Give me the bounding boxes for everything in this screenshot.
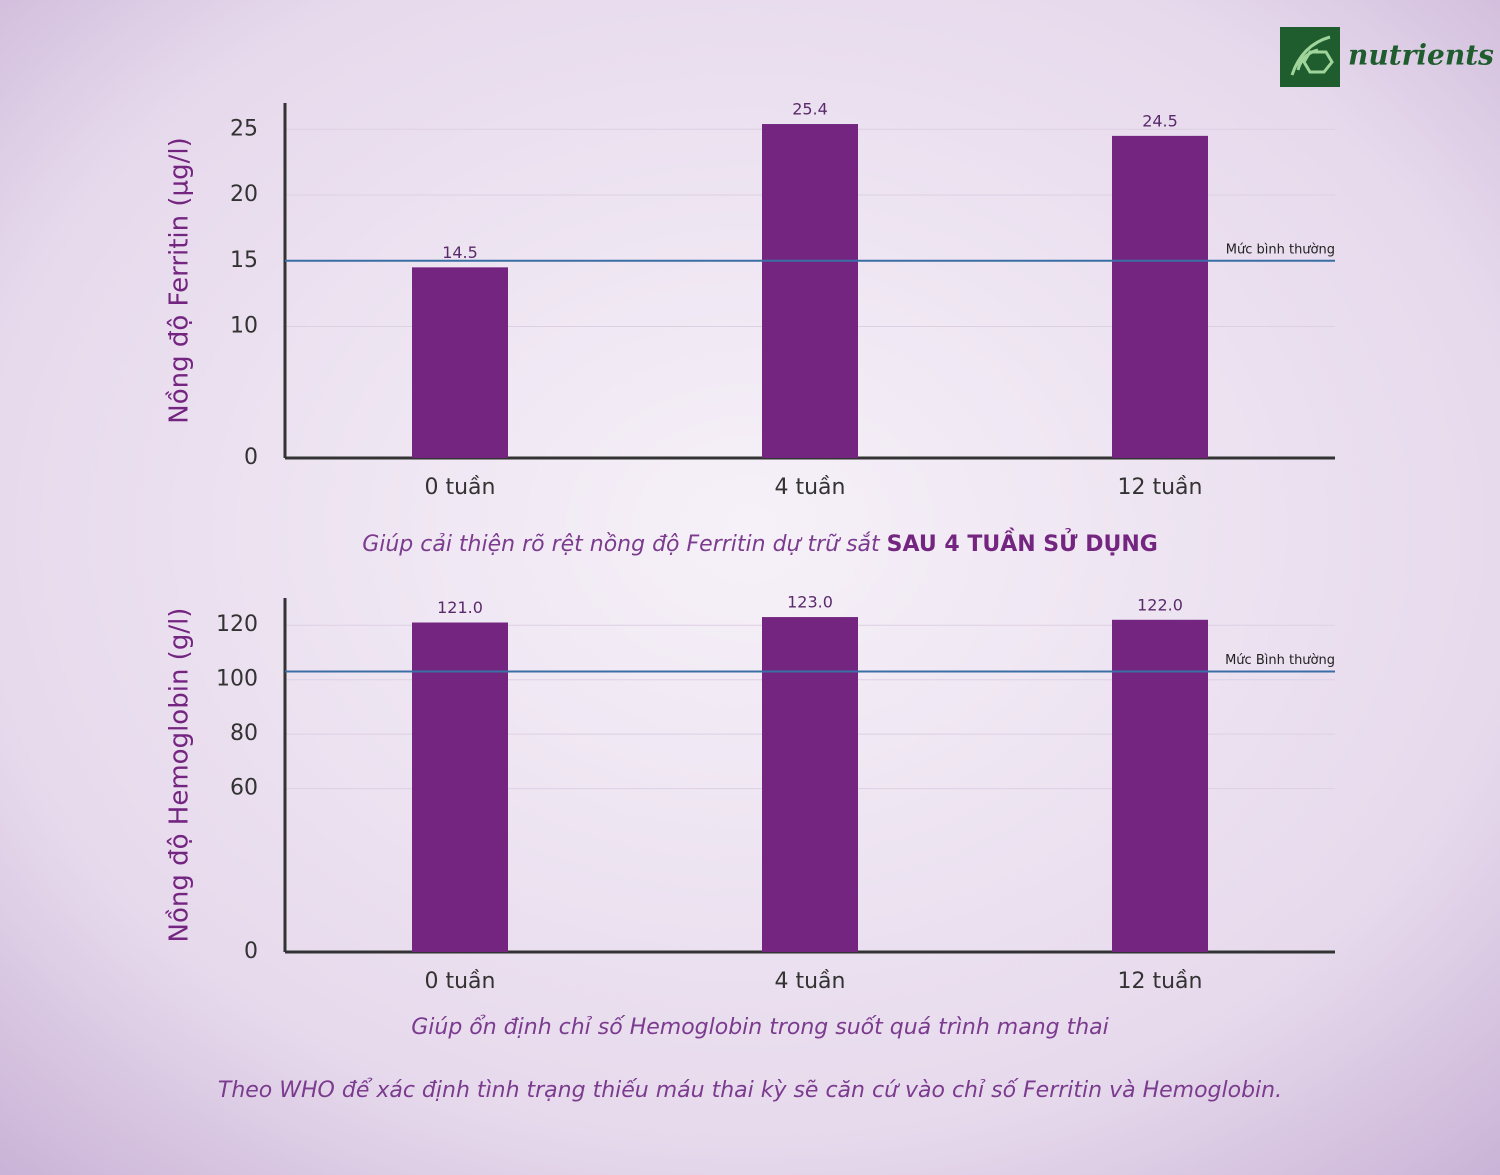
footer-note: Theo WHO để xác định tình trạng thiếu má… — [218, 1078, 1282, 1103]
chart: 0 10 15 20 25 Nồng độ Ferritin (µg/l) 0 tuần 14… — [165, 100, 1335, 557]
caption-text: Giúp ổn định chỉ số Hemoglobin trong suố… — [411, 1015, 1109, 1040]
y-tick-label: 0 — [244, 445, 258, 470]
y-tick-label: 0 — [244, 939, 258, 964]
caption-text: Giúp cải thiện rõ rệt nồng độ Ferritin d… — [362, 532, 886, 557]
logo-glyph — [1290, 35, 1334, 76]
logo-icon — [1280, 27, 1340, 87]
logo: nutrients — [1280, 27, 1494, 87]
logo-text: nutrients — [1348, 39, 1494, 72]
bar — [412, 622, 508, 952]
y-tick-label: 60 — [230, 776, 258, 801]
value-label: 14.5 — [442, 243, 478, 262]
x-tick-label: 12 tuần — [1118, 969, 1203, 994]
x-tick-label: 0 tuần — [425, 475, 496, 500]
bar — [1112, 619, 1208, 952]
y-tick-label: 20 — [230, 182, 258, 207]
x-tick-label: 12 tuần — [1118, 475, 1203, 500]
x-tick-label: 0 tuần — [425, 969, 496, 994]
caption: Giúp cải thiện rõ rệt nồng độ Ferritin d… — [362, 528, 1158, 557]
value-label: 25.4 — [792, 100, 828, 119]
x-tick-label: 4 tuần — [775, 969, 846, 994]
y-axis-label: Nồng độ Ferritin (µg/l) — [165, 137, 195, 423]
bar — [412, 267, 508, 458]
x-tick-label: 4 tuần — [775, 475, 846, 500]
y-tick-label: 10 — [230, 314, 258, 339]
y-tick-label: 25 — [230, 116, 258, 141]
reference-label: Mức bình thường — [1226, 242, 1335, 257]
y-tick-label: 15 — [230, 248, 258, 273]
caption-emphasis: SAU 4 TUẦN SỬ DỤNG — [887, 528, 1158, 557]
y-tick-label: 80 — [230, 721, 258, 746]
y-axis-label: Nồng độ Hemoglobin (g/l) — [165, 608, 195, 943]
bar — [1112, 135, 1208, 459]
value-label: 24.5 — [1142, 111, 1178, 130]
y-tick-label: 100 — [216, 667, 258, 692]
y-tick-label: 120 — [216, 612, 258, 637]
value-label: 122.0 — [1137, 595, 1183, 614]
caption: Giúp ổn định chỉ số Hemoglobin trong suố… — [411, 1015, 1109, 1040]
value-label: 123.0 — [787, 593, 833, 612]
reference-label: Mức Bình thường — [1225, 653, 1335, 668]
value-label: 121.0 — [437, 598, 483, 617]
bar — [762, 124, 858, 458]
chart: 0 60 80 100 120 Nồng độ Hemoglobin (g/l) 0 tuầ… — [165, 593, 1335, 1040]
bar — [762, 617, 858, 952]
